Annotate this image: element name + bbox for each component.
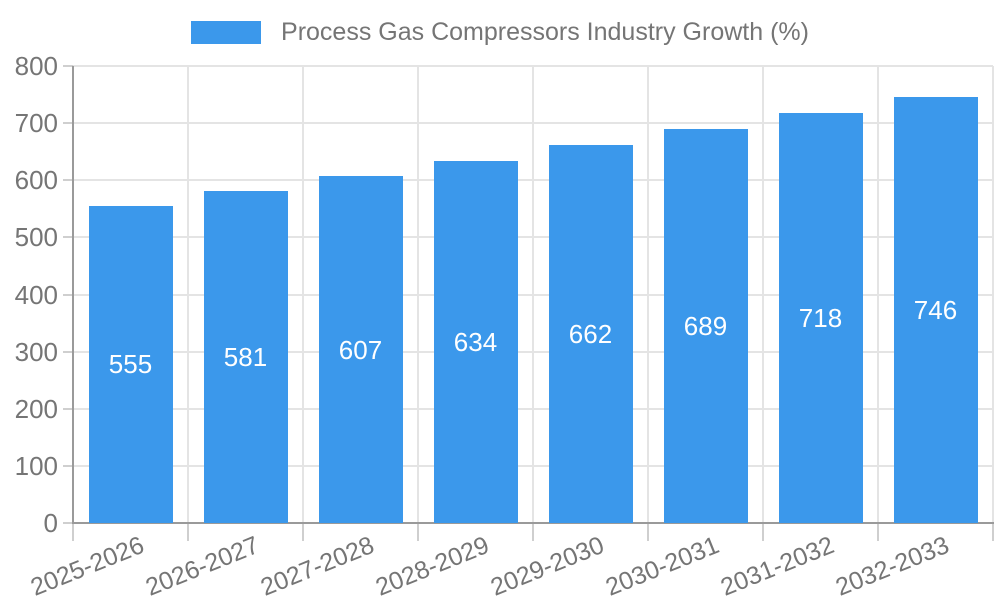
x-axis-tick <box>992 523 994 541</box>
y-axis-tick <box>63 522 73 524</box>
x-axis-line <box>72 522 994 524</box>
bar-value-label: 662 <box>568 318 613 349</box>
bar-value-label: 555 <box>108 349 153 380</box>
bar <box>893 96 978 523</box>
bar-value-label: 718 <box>798 302 843 333</box>
bar-value-label: 689 <box>683 311 728 342</box>
y-tick-label: 800 <box>14 51 58 81</box>
x-axis-tick <box>187 523 189 541</box>
y-axis-tick <box>63 464 73 467</box>
bar <box>433 160 518 523</box>
legend-label: Process Gas Compressors Industry Growth … <box>281 17 809 46</box>
x-axis-tick <box>302 523 304 541</box>
x-gridline <box>647 66 649 523</box>
y-axis-tick <box>63 179 73 182</box>
bar <box>203 191 288 523</box>
bar <box>663 129 748 523</box>
x-axis-tick <box>417 523 419 541</box>
x-tick-label: 2032-2033 <box>831 531 953 600</box>
y-axis-tick <box>63 407 73 410</box>
chart-legend[interactable]: Process Gas Compressors Industry Growth … <box>0 15 1000 49</box>
x-gridline <box>877 66 879 523</box>
x-tick-label: 2027-2028 <box>256 531 378 600</box>
legend-swatch-icon <box>191 20 262 44</box>
x-tick-label: 2028-2029 <box>371 531 493 600</box>
x-tick-label: 2026-2027 <box>141 531 263 600</box>
y-axis-tick <box>63 293 73 296</box>
y-tick-label: 100 <box>14 450 58 481</box>
x-gridline <box>532 66 534 523</box>
y-axis-tick <box>63 122 73 125</box>
bar <box>778 112 863 523</box>
x-tick-label: 2025-2026 <box>26 531 148 600</box>
y-tick-label: 600 <box>14 165 58 196</box>
y-axis-tick <box>63 65 73 67</box>
y-axis-line <box>72 66 74 523</box>
bar-value-label: 746 <box>913 294 958 325</box>
x-gridline <box>992 66 994 523</box>
y-axis-tick <box>63 236 73 239</box>
x-axis-tick <box>762 523 764 541</box>
y-tick-label: 300 <box>14 336 58 367</box>
bar-value-label: 607 <box>338 334 383 365</box>
y-axis-tick <box>63 350 73 353</box>
y-tick-label: 700 <box>14 108 58 139</box>
x-gridline <box>762 66 764 523</box>
bar <box>318 176 403 523</box>
x-tick-label: 2031-2032 <box>716 531 838 600</box>
y-tick-label: 500 <box>14 222 58 253</box>
x-gridline <box>417 66 419 523</box>
x-axis-tick <box>877 523 879 541</box>
x-axis-tick <box>647 523 649 541</box>
x-axis-tick <box>532 523 534 541</box>
x-gridline <box>187 66 189 523</box>
bar <box>88 205 173 523</box>
y-tick-label: 200 <box>14 393 58 424</box>
bar-value-label: 634 <box>453 326 498 357</box>
x-axis-tick <box>72 523 74 541</box>
bar <box>548 144 633 523</box>
y-tick-label: 0 <box>43 508 58 538</box>
x-gridline <box>302 66 304 523</box>
x-tick-label: 2029-2030 <box>486 531 608 600</box>
y-tick-label: 400 <box>14 279 58 310</box>
x-tick-label: 2030-2031 <box>601 531 723 600</box>
bar-value-label: 581 <box>223 342 268 373</box>
